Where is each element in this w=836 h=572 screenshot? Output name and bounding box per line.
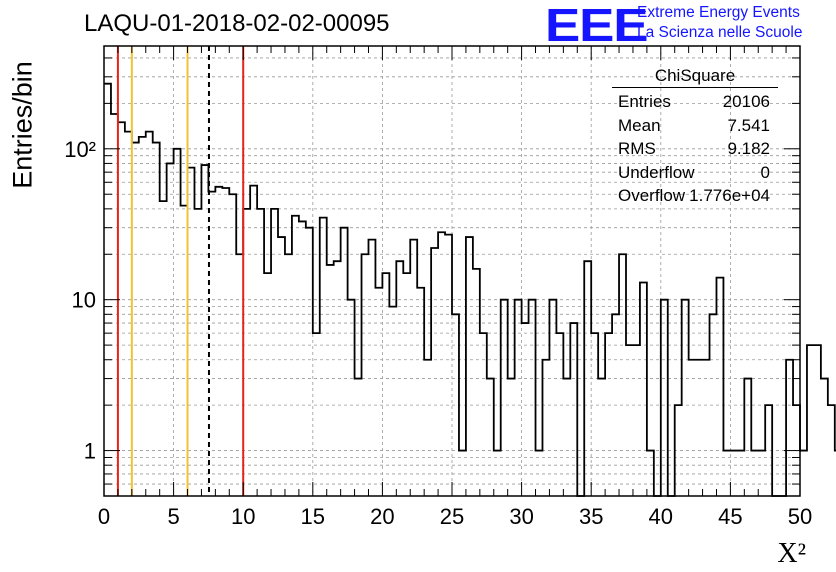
marker-lines (116, 46, 245, 496)
chart-title: LAQU-01-2018-02-02-00095 (84, 10, 390, 37)
y-axis-label-box: Entries/bin (6, 60, 40, 190)
stats-row-underflow: Underflow 0 (612, 161, 778, 185)
logo-subtitle-2: La Scienza nelle Scuole (637, 24, 803, 41)
stats-label: Overflow (618, 186, 686, 205)
stats-label: RMS (618, 139, 656, 158)
x-tick-label: 40 (649, 504, 673, 529)
stats-row-rms: RMS 9.182 (612, 137, 778, 161)
stats-label: Entries (618, 92, 671, 111)
histogram-line (104, 82, 836, 497)
stats-row-entries: Entries 20106 (612, 90, 778, 114)
x-tick-label: 45 (718, 504, 742, 529)
y-tick-label: 10 (72, 288, 96, 313)
x-axis-label: X² (777, 538, 806, 569)
stats-value: 20106 (722, 92, 770, 111)
stats-row-overflow: Overflow 1.776e+04 (612, 184, 778, 208)
stats-value: 9.182 (727, 139, 770, 158)
x-tick-label: 0 (98, 504, 110, 529)
x-tick-label: 15 (301, 504, 325, 529)
x-tick-label: 50 (788, 504, 812, 529)
eee-logo: EEE Extreme Energy Events La Scienza nel… (545, 0, 835, 51)
y-tick-label: 1 (84, 439, 96, 464)
stats-row-mean: Mean 7.541 (612, 114, 778, 138)
stats-value: 1.776e+04 (689, 186, 770, 205)
x-tick-label: 5 (167, 504, 179, 529)
stats-label: Underflow (618, 162, 695, 182)
x-tick-label: 30 (509, 504, 533, 529)
y-tick-label: 10² (64, 137, 96, 162)
x-tick-label: 35 (579, 504, 603, 529)
x-tick-label: 25 (440, 504, 464, 529)
logo-mark: EEE (545, 0, 649, 51)
logo-subtitle-1: Extreme Energy Events (637, 4, 800, 21)
histogram-bins (104, 82, 836, 497)
x-tick-label: 20 (370, 504, 394, 529)
stats-box: ChiSquare Entries 20106 Mean 7.541 RMS 9… (612, 66, 778, 208)
x-tick-label: 10 (231, 504, 255, 529)
y-axis-label: Entries/bin (7, 61, 38, 189)
stats-label: Mean (618, 115, 661, 135)
axis-ticks: 0 5 10 15 20 25 30 35 40 45 50 1 10 10² (64, 46, 812, 529)
stats-value: 0 (760, 162, 770, 182)
stats-value: 7.541 (727, 115, 770, 135)
stats-title: ChiSquare (612, 66, 778, 88)
